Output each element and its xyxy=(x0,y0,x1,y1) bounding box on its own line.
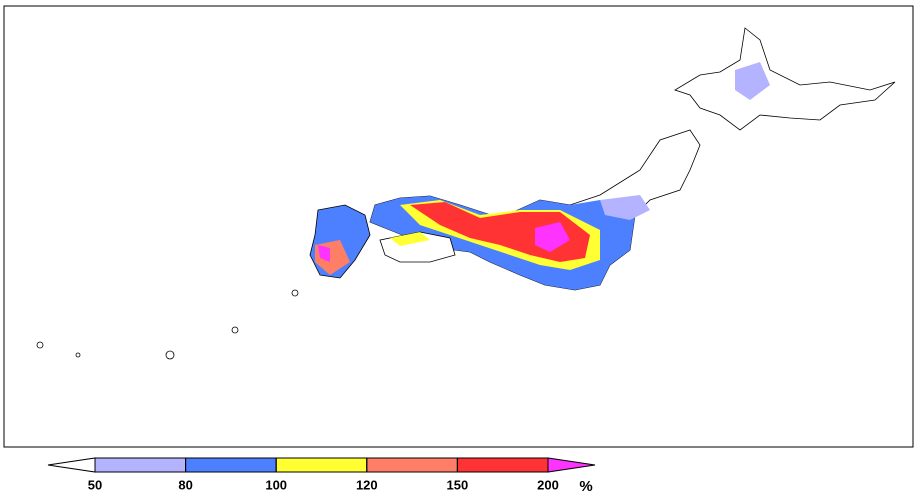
colorbar-segment xyxy=(456,457,549,473)
tick-label: 150 xyxy=(447,477,469,492)
map xyxy=(36,27,896,360)
colorbar: 50 80 100 120 150 200% xyxy=(47,457,596,495)
region-fill xyxy=(735,62,770,100)
tick-label: 50 xyxy=(88,477,102,492)
colorbar-extend-high xyxy=(547,457,596,473)
island xyxy=(75,352,81,358)
tick-label: 100 xyxy=(265,477,287,492)
island xyxy=(165,350,175,360)
region-fill xyxy=(390,232,430,246)
island xyxy=(36,341,44,349)
tick-label: 120 xyxy=(356,477,378,492)
colorbar-segment xyxy=(94,457,187,473)
region-fill xyxy=(600,195,650,220)
colorbar-segment xyxy=(185,457,277,473)
island xyxy=(231,326,239,334)
colorbar-extend-low xyxy=(47,457,96,473)
region-fill xyxy=(318,245,330,262)
tick-label: 80 xyxy=(178,477,192,492)
island xyxy=(291,289,299,297)
hokkaido xyxy=(674,27,896,131)
unit-label: % xyxy=(579,478,592,494)
tick-label: 200 xyxy=(537,477,559,492)
colorbar-segment xyxy=(366,457,458,473)
region-fill xyxy=(535,222,570,252)
colorbar-segment xyxy=(275,457,368,473)
